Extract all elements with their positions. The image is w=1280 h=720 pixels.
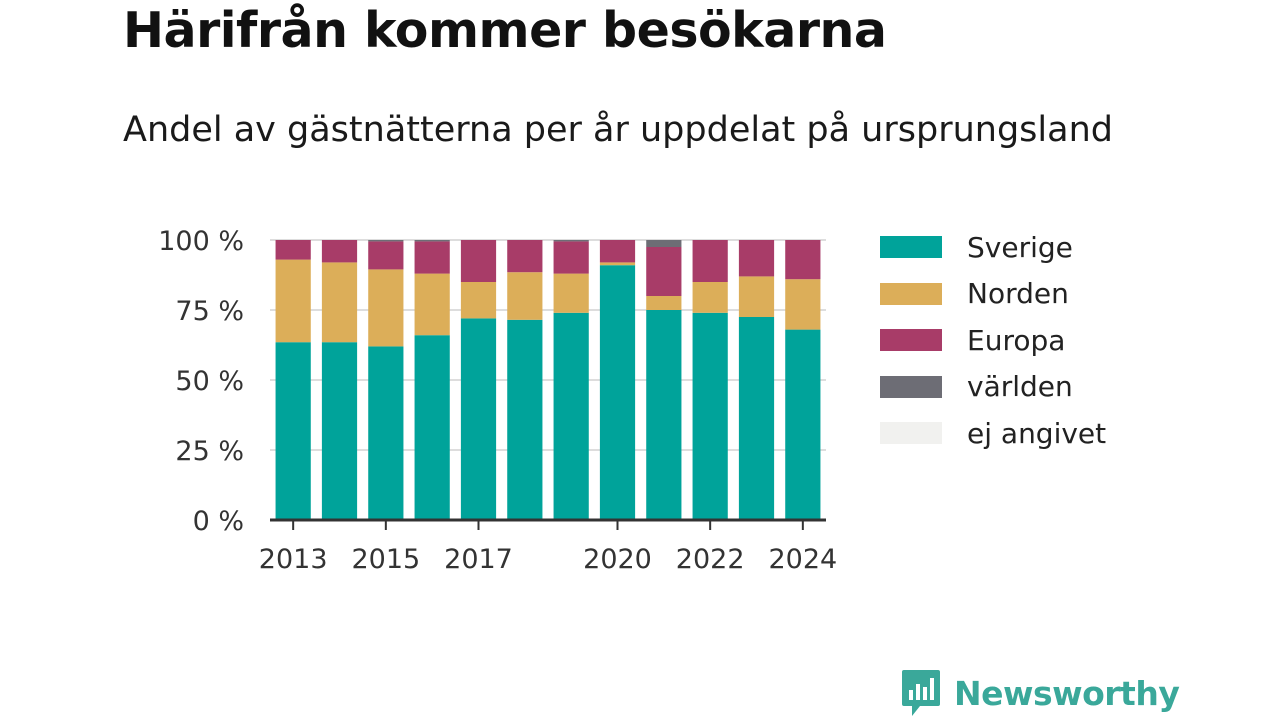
bar-sverige-2019: [553, 312, 589, 520]
bar-europa-2022: [692, 240, 728, 282]
x-tick-label: 2020: [583, 544, 652, 575]
bar-europa-2013: [275, 240, 311, 260]
legend-swatch-varlden: [880, 375, 942, 398]
bar-europa-2023: [738, 240, 775, 277]
bar-europa-2015: [368, 241, 404, 270]
legend-swatch-ej-angivet: [880, 422, 942, 445]
bar-norden-2017: [460, 282, 497, 319]
bar-världen-2021: [646, 240, 682, 247]
bar-sverige-2015: [368, 346, 404, 520]
legend-label-varlden: världen: [967, 370, 1073, 404]
grid-lines: [270, 239, 826, 451]
bar-norden-2013: [275, 259, 311, 343]
bar-norden-2014: [321, 262, 358, 343]
bar-norden-2022: [692, 282, 728, 313]
bar-norden-2019: [553, 273, 589, 313]
legend-item-europa: Europa: [880, 317, 1106, 364]
chart-legend: Sverige Norden Europa världen ej angivet: [880, 224, 1106, 457]
y-tick-label: 75 %: [175, 296, 244, 327]
bar-europa-2021: [646, 247, 682, 296]
legend-label-europa: Europa: [967, 323, 1066, 357]
bar-norden-2015: [368, 269, 404, 347]
newsworthy-brand: Newsworthy: [900, 668, 1180, 718]
bar-europa-2020: [599, 240, 636, 263]
bar-sverige-2018: [507, 319, 543, 520]
axes: [270, 518, 826, 530]
y-tick-label: 0 %: [193, 506, 244, 537]
y-tick-label: 25 %: [175, 436, 244, 467]
bar-sverige-2021: [646, 310, 682, 520]
legend-label-ej-angivet: ej angivet: [967, 416, 1107, 450]
legend-swatch-norden: [880, 282, 942, 305]
bar-sverige-2013: [275, 342, 311, 520]
bar-norden-2018: [507, 272, 543, 320]
bar-norden-2016: [414, 273, 450, 336]
brand-name: Newsworthy: [954, 673, 1180, 713]
bar-sverige-2014: [321, 342, 358, 520]
y-tick-label: 100 %: [158, 226, 244, 257]
bar-europa-2019: [553, 241, 589, 274]
bar-europa-2017: [460, 240, 497, 282]
x-tick-label: 2015: [351, 544, 420, 575]
bar-norden-2023: [738, 276, 775, 317]
legend-swatch-europa: [880, 329, 942, 352]
bar-europa-2024: [785, 240, 821, 280]
y-tick-label: 50 %: [175, 366, 244, 397]
bar-norden-2024: [785, 279, 821, 330]
legend-item-ej-angivet: ej angivet: [880, 410, 1106, 457]
bar-världen-2016: [414, 240, 450, 242]
bar-sverige-2017: [460, 318, 497, 520]
x-tick-label: 2022: [676, 544, 745, 575]
bars: [275, 240, 821, 520]
bar-sverige-2016: [414, 335, 450, 520]
tick-labels: 0 % 25 % 50 % 75 % 100 % 2013 2015 2017 2020 2022…: [158, 226, 837, 575]
bar-världen-2015: [368, 240, 404, 242]
bar-världen-2019: [553, 240, 589, 242]
legend-item-sverige: Sverige: [880, 224, 1106, 271]
x-tick-label: 2017: [444, 544, 513, 575]
x-tick-label: 2013: [259, 544, 328, 575]
bar-europa-2014: [321, 240, 358, 263]
x-tick-label: 2024: [768, 544, 837, 575]
legend-item-norden: Norden: [880, 271, 1106, 318]
bar-chart-logo-icon: [902, 670, 940, 716]
legend-label-sverige: Sverige: [967, 230, 1073, 264]
chart-title: Härifrån kommer besökarna: [123, 2, 887, 59]
bar-norden-2021: [646, 296, 682, 310]
bar-sverige-2022: [692, 312, 728, 520]
legend-item-varlden: världen: [880, 364, 1106, 411]
bar-europa-2018: [507, 240, 543, 273]
legend-swatch-sverige: [880, 236, 942, 259]
bar-norden-2020: [599, 262, 636, 266]
bar-sverige-2023: [738, 317, 775, 520]
bar-sverige-2024: [785, 329, 821, 520]
bar-europa-2016: [414, 241, 450, 274]
legend-label-norden: Norden: [967, 277, 1069, 311]
bar-sverige-2020: [599, 265, 636, 520]
chart-subtitle: Andel av gästnätterna per år uppdelat på…: [123, 110, 1113, 150]
